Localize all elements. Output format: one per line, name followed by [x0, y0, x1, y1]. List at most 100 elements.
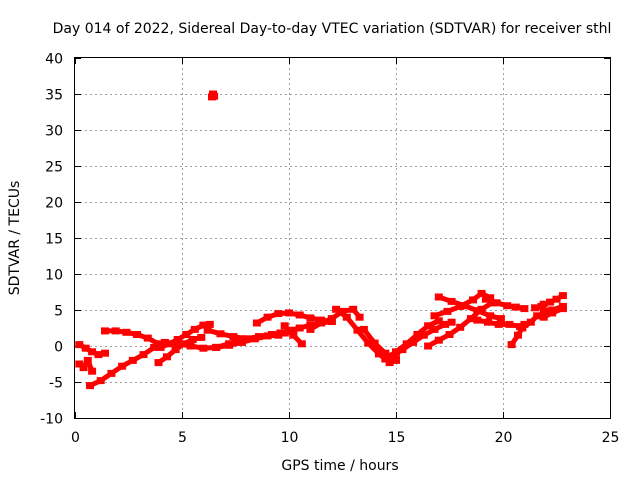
data-point: [511, 303, 520, 311]
data-point: [107, 369, 116, 377]
data-point: [514, 331, 522, 339]
data-point: [280, 322, 289, 330]
data-point: [199, 344, 208, 352]
data-point: [484, 318, 492, 326]
data-point: [295, 311, 304, 319]
data-point: [86, 382, 94, 390]
x-tick-label: 0: [71, 430, 80, 446]
data-point: [546, 298, 555, 306]
data-point: [486, 294, 495, 302]
data-point: [434, 336, 443, 344]
data-point: [205, 320, 214, 328]
data-point: [447, 297, 456, 305]
chart-title: Day 014 of 2022, Sidereal Day-to-day VTE…: [53, 21, 612, 37]
data-point: [263, 313, 272, 321]
x-tick-label: 25: [602, 430, 620, 446]
data-point: [507, 341, 516, 349]
y-tick-labels: -10 -5 0 5 10 15 20 25 30 35 40: [40, 52, 63, 428]
data-point: [203, 326, 212, 334]
data-point: [274, 310, 283, 318]
data-point: [533, 312, 542, 320]
x-axis-label: GPS time / hours: [281, 458, 398, 474]
data-point: [118, 362, 127, 370]
data-point: [94, 351, 103, 359]
data-point: [173, 340, 182, 348]
data-point: [229, 333, 238, 341]
y-tick-label: 0: [54, 340, 63, 356]
data-point: [250, 335, 259, 343]
data-point: [210, 92, 219, 100]
data-point: [225, 341, 234, 349]
data-point: [216, 330, 225, 338]
y-axis-label: SDTVAR / TECUs: [7, 181, 23, 296]
data-point: [101, 327, 109, 335]
data-point: [392, 355, 400, 363]
data-point: [492, 299, 501, 307]
data-point: [381, 349, 390, 357]
data-point: [424, 322, 433, 330]
data-point: [182, 331, 191, 338]
data-point: [101, 349, 109, 357]
data-point: [409, 338, 418, 346]
data-traces: [75, 90, 567, 390]
data-point: [171, 346, 180, 354]
data-point: [526, 318, 535, 326]
data-point: [402, 340, 411, 348]
data-point: [295, 324, 304, 332]
data-point: [317, 319, 326, 327]
data-point: [364, 339, 373, 347]
data-point: [285, 309, 293, 317]
y-tick-label: 10: [45, 268, 63, 284]
data-point: [353, 326, 362, 334]
data-point: [188, 336, 197, 343]
data-point: [327, 315, 336, 323]
data-point: [558, 302, 567, 310]
data-point: [520, 305, 529, 313]
data-point: [154, 340, 163, 348]
data-point: [190, 325, 199, 333]
data-point: [306, 321, 315, 329]
data-point: [289, 331, 298, 339]
data-point: [552, 295, 561, 303]
data-point: [96, 377, 105, 385]
data-point: [374, 350, 383, 358]
data-point: [473, 316, 482, 324]
data-point: [139, 351, 148, 359]
data-point: [332, 305, 341, 313]
y-tick-label: -10: [40, 412, 63, 428]
data-point: [494, 320, 503, 328]
data-point: [539, 313, 548, 321]
data-point: [473, 307, 482, 315]
data-point: [505, 320, 514, 328]
data-point: [111, 327, 120, 335]
data-point: [156, 343, 165, 351]
data-point: [496, 315, 505, 323]
data-point: [539, 307, 548, 315]
data-point: [160, 338, 169, 346]
data-point: [539, 300, 548, 308]
data-point: [413, 331, 422, 338]
data-point: [79, 364, 88, 372]
data-point: [297, 340, 306, 348]
data-point: [419, 331, 428, 339]
data-point: [441, 320, 450, 328]
data-point: [133, 331, 142, 338]
data-point: [460, 302, 469, 310]
y-tick-label: 5: [54, 304, 63, 320]
data-point: [237, 338, 246, 346]
x-tick-label: 5: [178, 430, 187, 446]
data-point: [197, 333, 206, 341]
y-tick-label: 15: [45, 232, 63, 248]
data-point: [359, 325, 368, 333]
plot-frame: [74, 57, 611, 419]
data-point: [443, 307, 452, 315]
data-point: [548, 306, 557, 314]
data-point: [355, 313, 364, 321]
x-tick-label: 20: [495, 430, 513, 446]
data-point: [430, 312, 439, 320]
data-point: [75, 341, 84, 349]
data-point: [154, 359, 163, 367]
data-point: [424, 342, 433, 350]
data-point: [83, 356, 92, 364]
